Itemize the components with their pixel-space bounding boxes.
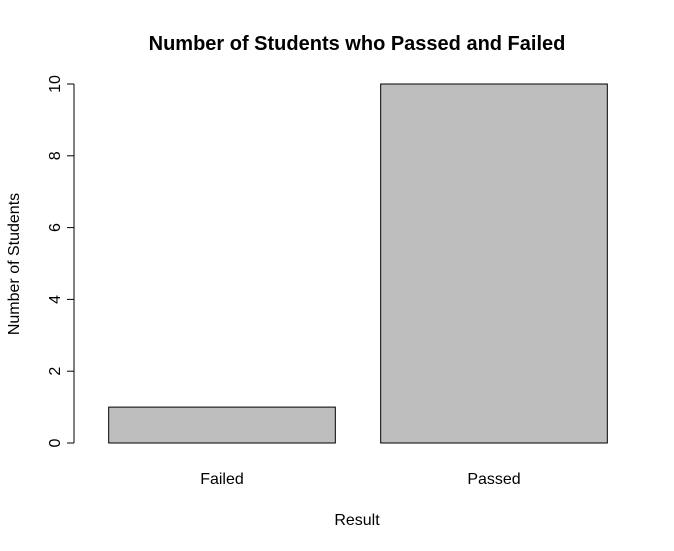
bars: [108, 83, 608, 444]
y-tick-label: 10: [47, 75, 64, 93]
y-tick-label: 8: [47, 151, 64, 160]
chart-title: Number of Students who Passed and Failed: [149, 33, 566, 55]
x-tick-label: Failed: [200, 471, 244, 488]
x-tick-labels: Failed Passed: [200, 471, 520, 488]
y-axis-label: Number of Students: [6, 193, 23, 335]
y-tick-label: 6: [47, 223, 64, 232]
x-axis-label: Result: [334, 512, 380, 529]
y-tick-label: 4: [47, 295, 64, 304]
x-tick-label: Passed: [467, 471, 520, 488]
y-tick-label: 0: [47, 438, 64, 447]
y-tick-label: 2: [47, 367, 64, 376]
y-axis: 0 2 4 6 8 10: [47, 75, 75, 447]
bar-failed: [108, 406, 336, 444]
bar-passed: [380, 83, 608, 444]
